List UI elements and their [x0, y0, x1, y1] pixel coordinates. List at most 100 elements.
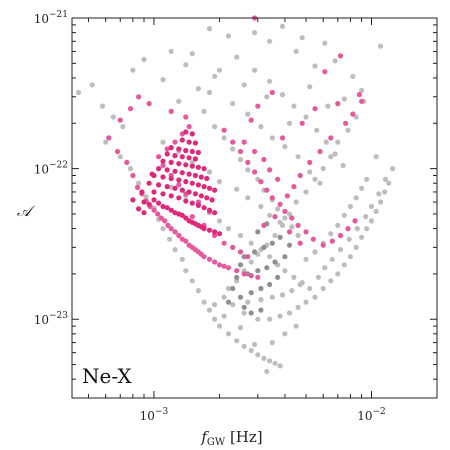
data-point-highlighted: [335, 101, 341, 107]
data-point-highlighted: [201, 254, 207, 260]
data-point-background: [291, 274, 297, 280]
data-point-highlighted-cluster: [186, 155, 192, 161]
data-point-highlighted-cluster: [179, 170, 185, 176]
data-point-background: [295, 154, 301, 160]
data-point-highlighted: [267, 167, 273, 173]
data-point-background: [328, 278, 334, 284]
data-point-highlighted: [225, 265, 232, 271]
data-point-background: [269, 294, 275, 300]
data-point-background: [286, 211, 293, 217]
data-point-highlighted: [183, 114, 189, 120]
data-point-highlighted-cluster: [195, 164, 201, 170]
data-point-background: [245, 195, 251, 201]
data-point-background: [376, 191, 382, 197]
data-point-background: [225, 226, 232, 232]
data-point-highlighted-cluster: [216, 231, 223, 237]
data-point-background: [320, 285, 326, 292]
data-point-background: [312, 63, 318, 69]
data-point-highlighted-cluster: [186, 139, 192, 145]
data-point-highlighted-cluster: [183, 129, 189, 135]
data-point-highlighted-cluster: [201, 205, 207, 211]
data-point-highlighted: [284, 193, 290, 199]
data-point-background: [322, 40, 328, 46]
data-point-background: [201, 299, 207, 305]
data-point-background: [359, 87, 365, 94]
data-point-highlighted: [212, 259, 218, 265]
data-point-highlighted-cluster: [206, 227, 213, 233]
data-point-background: [225, 285, 232, 292]
data-point-background: [99, 103, 106, 109]
data-point-highlighted-cluster: [186, 171, 192, 177]
data-point-highlighted: [241, 271, 247, 277]
data-point-highlighted-cluster: [151, 189, 157, 195]
data-point-background: [212, 73, 218, 79]
data-point-highlighted-cluster: [168, 159, 174, 165]
data-point-highlighted-cluster: [172, 168, 178, 174]
data-point-background: [312, 249, 318, 255]
data-point-background: [282, 268, 288, 274]
data-point-background: [225, 33, 232, 39]
data-point-highlighted-cluster: [179, 154, 185, 160]
data-point-background: [258, 203, 264, 210]
data-point-highlighted-cluster: [160, 158, 166, 164]
data-point-background: [341, 96, 347, 102]
data-point-highlighted: [328, 135, 334, 141]
data-point-highlighted: [183, 238, 189, 244]
data-point-background: [237, 156, 244, 163]
data-point-highlighted-cluster: [201, 184, 207, 190]
data-point-background: [286, 310, 293, 316]
data-point-background: [255, 316, 261, 322]
data-point-background-core: [225, 299, 232, 305]
data-point-background: [345, 127, 351, 133]
data-point-background: [248, 240, 254, 246]
data-point-background: [272, 232, 278, 239]
data-point-highlighted: [255, 103, 261, 109]
data-point-background-core: [258, 285, 264, 292]
data-point-highlighted: [206, 256, 213, 262]
data-point-background: [295, 304, 301, 310]
y-tick-label: 10−23: [34, 311, 69, 327]
data-point-background: [110, 114, 116, 120]
data-point-background: [303, 299, 309, 305]
data-point-highlighted-cluster: [168, 193, 174, 199]
data-point-background: [117, 154, 123, 160]
data-point-background: [267, 78, 273, 84]
data-point-background: [277, 363, 283, 369]
data-point-background: [130, 67, 136, 73]
data-point-background: [234, 54, 240, 60]
data-point-background: [167, 236, 173, 242]
data-point-highlighted-cluster: [176, 195, 182, 201]
data-point-background: [160, 77, 166, 83]
data-point-highlighted-cluster: [212, 210, 218, 216]
data-point-highlighted-cluster: [183, 147, 189, 154]
data-point-background: [289, 224, 295, 230]
data-point-highlighted-cluster: [160, 191, 166, 197]
data-point-highlighted: [162, 218, 168, 224]
data-point-highlighted: [136, 94, 142, 100]
data-point-background: [297, 281, 303, 288]
data-point-background: [382, 189, 388, 195]
data-point-background-core: [282, 254, 288, 260]
data-point-highlighted-cluster: [164, 151, 170, 157]
data-point-background: [353, 244, 359, 250]
data-point-highlighted: [130, 172, 136, 179]
data-point-highlighted-cluster: [195, 182, 201, 188]
data-point-background: [230, 302, 236, 308]
data-point-background: [307, 285, 313, 292]
data-point-background: [75, 89, 82, 96]
data-point-background: [364, 226, 370, 232]
data-point-background: [328, 231, 334, 237]
data-point-background: [216, 67, 223, 73]
data-point-background: [373, 154, 379, 160]
data-point-highlighted-cluster: [189, 163, 195, 169]
data-point-highlighted-cluster: [204, 175, 210, 182]
data-point-background: [325, 103, 331, 109]
data-point-background: [317, 180, 323, 186]
data-point-highlighted: [114, 148, 121, 155]
data-point-highlighted: [221, 127, 227, 133]
data-point-background: [267, 254, 273, 260]
x-tick-label: 10−3: [140, 407, 169, 423]
data-point-background-core: [241, 254, 247, 260]
data-point-background: [172, 247, 178, 253]
data-point-background: [143, 194, 149, 200]
